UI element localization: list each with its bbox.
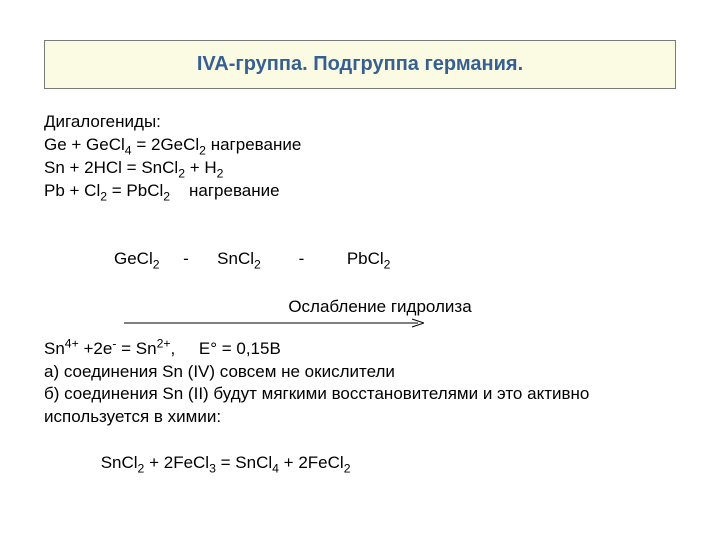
eq1-after: нагревание xyxy=(206,135,301,154)
arrow-icon xyxy=(124,314,424,337)
eq4-eq: = SnCl xyxy=(216,453,272,472)
point-a: а) соединения Sn (IV) совсем не окислите… xyxy=(44,361,676,384)
equation-1: Ge + GeCl4 = 2GeCl2 нагревание xyxy=(44,134,676,157)
equation-4: SnCl2 + 2FeCl3 = SnCl4 + 2FeCl2 xyxy=(44,429,676,498)
eq2-sub1: 2 xyxy=(178,166,185,180)
redox-sp1-sup: 4+ xyxy=(65,336,79,350)
series-dash2: - xyxy=(261,249,347,268)
series-a: GeCl xyxy=(114,249,153,268)
eq2-sub2: 2 xyxy=(217,166,224,180)
eq1-mid: = 2GeCl xyxy=(132,135,200,154)
eq1-sub1: 4 xyxy=(125,143,132,157)
redox-e0: , E° = 0,15В xyxy=(171,339,281,358)
eq3-pre: Pb + Cl xyxy=(44,181,100,200)
content-block: Дигалогениды: Ge + GeCl4 = 2GeCl2 нагрев… xyxy=(44,111,676,498)
series-b: SnCl xyxy=(217,249,254,268)
eq2-pre: Sn + 2HCl = SnCl xyxy=(44,158,178,177)
point-b: б) соединения Sn (II) будут мягкими восс… xyxy=(44,383,676,429)
eq4-plus1: + 2FeCl xyxy=(144,453,209,472)
eq4-plus2: + 2FeCl xyxy=(279,453,344,472)
redox-sp2-sup: 2+ xyxy=(157,336,171,350)
series-b-sub: 2 xyxy=(254,257,261,271)
series-c: PbCl xyxy=(347,249,384,268)
eq3-mid: = PbCl xyxy=(107,181,163,200)
series-a-sub: 2 xyxy=(153,257,160,271)
section-heading: Дигалогениды: xyxy=(44,111,676,134)
series-dash1: - xyxy=(160,249,218,268)
page-title: IVA-группа. Подгруппа германия. xyxy=(197,53,523,75)
redox-line: Sn4+ +2e- = Sn2+, E° = 0,15В xyxy=(44,338,676,361)
eq1-sub2: 2 xyxy=(199,143,206,157)
redox-eq: = Sn xyxy=(116,339,156,358)
equation-2: Sn + 2HCl = SnCl2 + H2 xyxy=(44,157,676,180)
compound-series: GeCl2 - SnCl2 - PbCl2 Ослабление гидроли… xyxy=(44,225,676,320)
series-c-sub: 2 xyxy=(384,257,391,271)
slide: IVA-группа. Подгруппа германия. Дигалоге… xyxy=(0,0,720,540)
eq1-pre: Ge + GeCl xyxy=(44,135,125,154)
eq4-d-sub: 2 xyxy=(344,462,351,476)
redox-sp1: Sn xyxy=(44,339,65,358)
equation-3: Pb + Cl2 = PbCl2 нагревание xyxy=(44,180,676,203)
title-box: IVA-группа. Подгруппа германия. xyxy=(44,40,676,89)
eq4-c-sub: 4 xyxy=(272,462,279,476)
series-line: GeCl2 - SnCl2 - PbCl2 xyxy=(44,225,676,294)
eq2-mid: + H xyxy=(185,158,217,177)
eq4-indent xyxy=(44,453,101,472)
eq4-b-sub: 3 xyxy=(209,462,216,476)
arrow-row: Ослабление гидролиза xyxy=(44,296,676,320)
eq3-after: нагревание xyxy=(170,181,279,200)
eq4-a: SnCl xyxy=(101,453,138,472)
redox-plus: +2e xyxy=(79,339,113,358)
